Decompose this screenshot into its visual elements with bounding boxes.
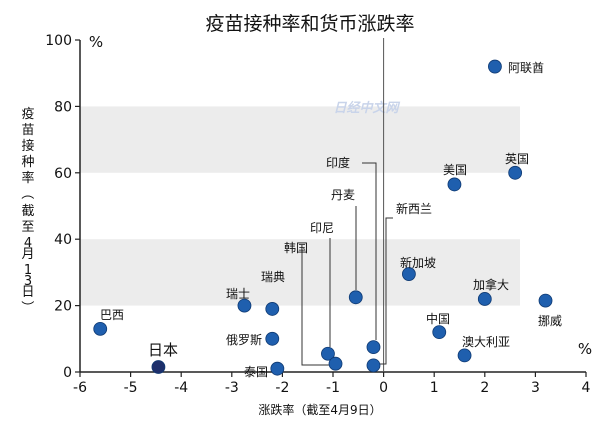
y-tick-label: 20 [54, 299, 72, 315]
point-日本 [151, 360, 166, 374]
point-label-美国: 美国 [443, 163, 467, 177]
point-label-新西兰: 新西兰 [396, 201, 432, 216]
point-挪威 [538, 293, 553, 308]
shaded-band-1 [80, 106, 520, 173]
y-label-char: 月 [21, 247, 34, 262]
leader-lines [274, 162, 393, 372]
shaded-band-0 [80, 239, 520, 306]
y-label-char: 接 [21, 138, 34, 154]
y-label-char: 4 [24, 236, 32, 251]
y-label-char: 1 [24, 263, 32, 278]
point-瑞典 [265, 302, 280, 316]
x-tick-label: -3 [225, 380, 239, 396]
point-label-阿联酋: 阿联酋 [508, 60, 544, 75]
x-tick-label: -1 [326, 380, 340, 396]
x-tick-label: 4 [582, 380, 591, 396]
x-unit: % [578, 340, 592, 358]
y-label-char: 率 [21, 170, 34, 186]
leader-新西兰 [378, 217, 393, 365]
point-泰国 [270, 361, 285, 376]
y-label-char: 至 [21, 220, 34, 235]
point-巴西 [93, 321, 108, 336]
point-瑞士 [237, 298, 252, 313]
point-label-印尼: 印尼 [310, 221, 334, 235]
point-label-俄罗斯: 俄罗斯 [226, 333, 262, 347]
point-label-瑞典: 瑞典 [261, 270, 285, 284]
point-印尼 [321, 346, 335, 361]
x-tick-label: -2 [275, 380, 289, 396]
y-label-char: 种 [21, 155, 34, 170]
data-points [93, 59, 553, 376]
point-新西兰 [366, 358, 381, 373]
point-加拿大 [477, 292, 492, 306]
x-tick-label: 1 [430, 380, 439, 396]
x-tick-label: -6 [73, 380, 87, 396]
point-label-韩国: 韩国 [284, 240, 308, 255]
leader-印度 [362, 162, 377, 340]
y-label-char: 3 [24, 274, 32, 289]
point-澳大利亚 [457, 348, 472, 363]
point-label-挪威: 挪威 [538, 314, 562, 328]
y-tick-label: 40 [54, 232, 72, 248]
point-中国 [432, 325, 447, 340]
y-label-char: 截 [21, 204, 34, 219]
y-tick-label: 0 [63, 365, 72, 381]
leader-韩国 [301, 250, 332, 366]
point-美国 [447, 177, 462, 192]
axes: 0 20 40 60 80 100 -6 -5 -4 -3 -2 -1 0 1 2 3 4 [45, 33, 590, 396]
point-label-英国: 英国 [505, 152, 529, 166]
point-label-澳大利亚: 澳大利亚 [462, 335, 510, 349]
point-韩国 [328, 356, 343, 371]
point-label-新加坡: 新加坡 [400, 255, 436, 270]
y-label-char: （ [19, 186, 34, 199]
x-tick-label: 3 [531, 380, 540, 396]
chart-title: 疫苗接种率和货币涨跌率 [205, 13, 414, 35]
x-tick-label: -5 [124, 380, 138, 396]
y-tick-label: 60 [54, 166, 72, 182]
point-新加坡 [401, 267, 416, 281]
shaded-bands [80, 106, 520, 306]
point-label-丹麦: 丹麦 [331, 188, 355, 202]
point-印度 [366, 340, 381, 355]
x-tick-label: 0 [379, 380, 388, 396]
point-label-日本: 日本 [148, 341, 178, 359]
y-label-char: 苗 [21, 123, 34, 138]
y-tick-label: 100 [45, 33, 72, 49]
y-tick-label: 80 [54, 99, 72, 115]
point-label-加拿大: 加拿大 [473, 277, 509, 292]
point-label-泰国: 泰国 [244, 365, 268, 379]
x-axis-label: 涨跌率（截至4月9日） [258, 402, 381, 417]
point-label-印度: 印度 [326, 155, 350, 170]
y-label-char: 疫 [21, 106, 34, 122]
x-tick-label: 2 [480, 380, 489, 396]
point-label-巴西: 巴西 [100, 308, 124, 322]
point-俄罗斯 [265, 331, 280, 346]
y-label-char: 日 [21, 285, 34, 300]
point-阿联酋 [488, 59, 502, 74]
point-英国 [508, 165, 523, 180]
point-label-瑞士: 瑞士 [226, 287, 250, 301]
y-label-char: ） [19, 300, 34, 313]
x-tick-label: -4 [174, 380, 188, 396]
point-丹麦 [348, 290, 363, 305]
y-unit: % [89, 33, 103, 51]
point-label-中国: 中国 [426, 311, 450, 326]
watermark: 日经中文网 [333, 100, 400, 116]
